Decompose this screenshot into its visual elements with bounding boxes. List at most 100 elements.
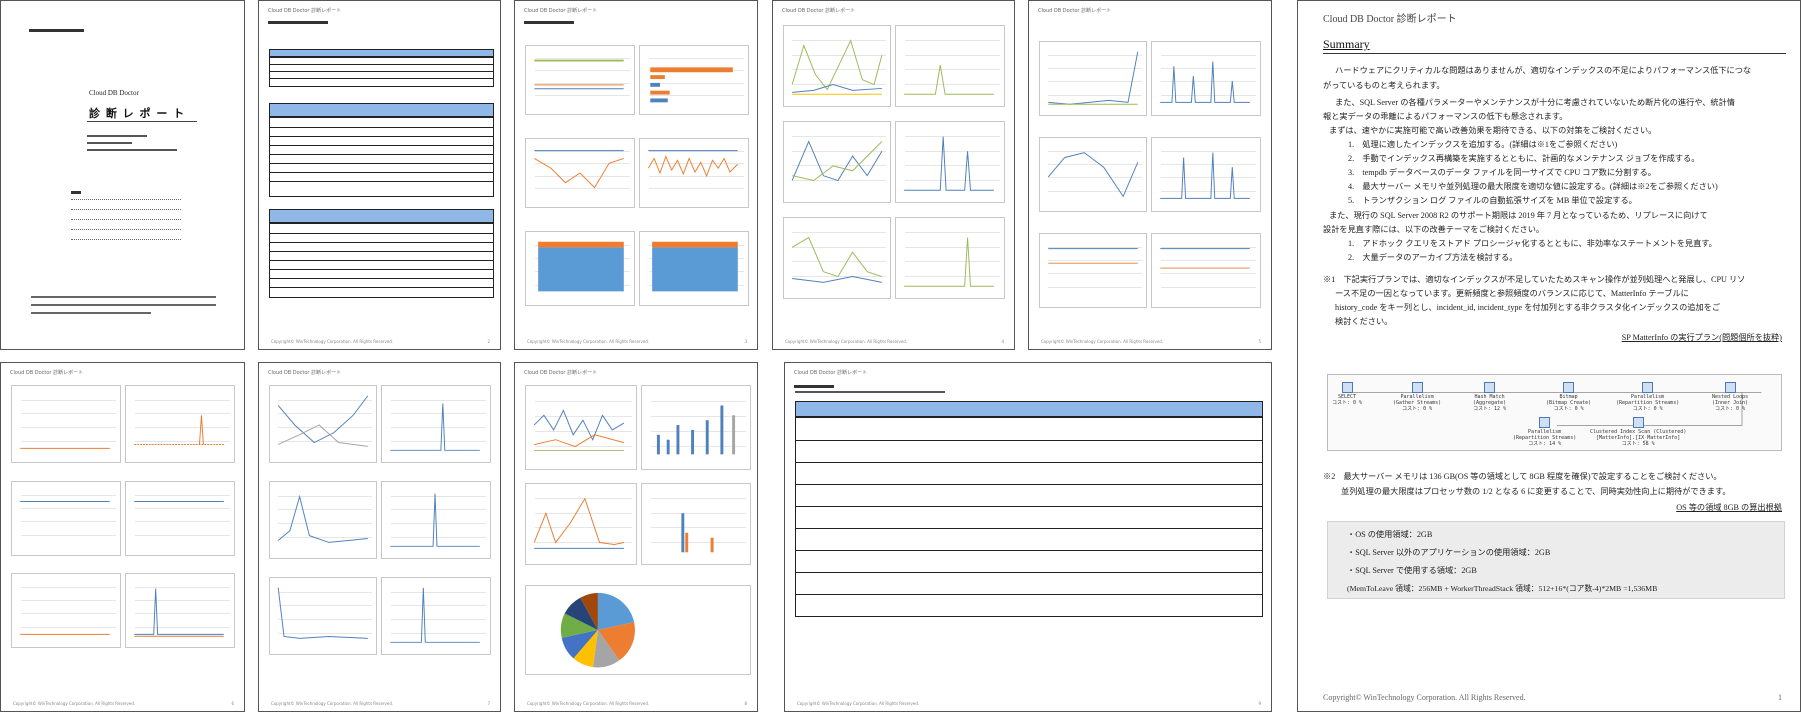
gridline	[1048, 151, 1142, 153]
mini-chart	[525, 385, 637, 470]
gridline	[650, 445, 746, 447]
gridline	[534, 400, 632, 402]
thumbnail-page-9[interactable]: Cloud DB Doctor 診断レポート Copyright© WinTec…	[784, 362, 1272, 712]
gridline	[650, 415, 746, 417]
mini-chart	[1039, 41, 1147, 116]
thumbnail-page-8[interactable]: Cloud DB Doctor 診断レポート Copyright© WinTec…	[514, 362, 758, 712]
thumb-header: Cloud DB Doctor 診断レポート	[524, 8, 598, 14]
gridline	[278, 495, 372, 497]
gridline	[534, 82, 630, 84]
plan-node-detail: (Aggregate) コスト: 12 %	[1473, 400, 1507, 412]
mini-chart	[639, 138, 749, 208]
execution-plan: SELECT コスト: 0 % Parallelism (Gather Stream…	[1327, 374, 1782, 451]
gridline	[904, 165, 1000, 167]
paragraph-1-line-1: ハードウェアにクリティカルな問題はありませんが、適切なインデックスの不足によりパ…	[1335, 66, 1752, 75]
gridline	[1048, 286, 1142, 288]
gridline	[20, 427, 116, 429]
thumbnail-page-4[interactable]: Cloud DB Doctor 診断レポート Copyright© WinTec…	[772, 0, 1015, 350]
gridline	[792, 246, 886, 248]
gridline	[278, 591, 372, 593]
gridline	[278, 413, 372, 415]
action-item: 4. 最大サーバー メモリや並列処理の最大限度を適切な値に設定する。(詳細は※2…	[1348, 182, 1718, 191]
gridline	[1048, 190, 1142, 192]
thumb-header: Cloud DB Doctor 診断レポート	[524, 370, 598, 376]
gridline	[792, 136, 886, 138]
thumbnail-page-7[interactable]: Cloud DB Doctor 診断レポート Copyright© WinTec…	[258, 362, 501, 712]
thumb-footer: Copyright© WinTechnology Corporation. Al…	[271, 701, 394, 706]
gridline	[390, 413, 486, 415]
mini-chart	[525, 45, 635, 115]
gridline	[1160, 247, 1256, 249]
gridline	[390, 399, 486, 401]
action-item: 1. 処理に適したインデックスを追加する。(詳細は※1をご参照ください)	[1348, 140, 1618, 149]
paragraph-4-line-1: また、現行の SQL Server 2008 R2 のサポート期限は 2019 …	[1329, 211, 1708, 220]
gridline	[792, 54, 886, 56]
mini-chart	[1151, 41, 1261, 116]
plan-node: Hash Match (Aggregate) コスト: 12 %	[1473, 382, 1506, 412]
gridline	[1048, 55, 1142, 57]
gridline	[904, 246, 1000, 248]
thumbnail-page-5[interactable]: Cloud DB Doctor 診断レポート Copyright© WinTec…	[1028, 0, 1272, 350]
note-1-line-3: history_code をキー列とし、incident_id, inciden…	[1335, 303, 1721, 312]
thumbnail-page-3[interactable]: Cloud DB Doctor 診断レポート Copyright© WinTec…	[514, 0, 758, 350]
mini-chart	[269, 577, 377, 655]
paragraph-3: まずは、速やかに実施可能で高い改善効果を期待できる、以下の対策をご検討ください。	[1329, 126, 1657, 135]
mini-chart	[895, 121, 1005, 203]
gridline	[1160, 68, 1256, 70]
summary-heading: Summary	[1323, 37, 1370, 51]
gridline	[648, 58, 744, 60]
gridline	[1048, 68, 1142, 70]
action-item: 5. トランザクション ログ ファイルの自動拡張サイズを MB 単位で設定する。	[1348, 196, 1637, 205]
thumb-page-number: 6	[231, 701, 234, 706]
mini-chart	[783, 121, 891, 203]
os-item: (MemToLeave 領域：256MB + WorkerThreadStack…	[1347, 584, 1658, 593]
gridline	[534, 151, 630, 153]
plan-node-name: Parallelism	[1528, 429, 1562, 435]
gridline	[904, 136, 1000, 138]
gridline	[134, 427, 230, 429]
mini-chart	[525, 231, 635, 306]
thumb-footer: Copyright© WinTechnology Corporation. Al…	[797, 701, 920, 706]
gridline	[792, 261, 886, 263]
plan-node-detail: (Repartition Streams) コスト: 0 %	[1616, 400, 1680, 412]
gridline	[904, 150, 1000, 152]
mini-chart	[381, 577, 491, 655]
thumb-header: Cloud DB Doctor 診断レポート	[1038, 8, 1112, 14]
bitmap-icon	[1563, 382, 1575, 393]
gridline	[1160, 94, 1256, 96]
note-2-line-2: 並列処理の最大限度はプロセッサ数の 1/2 となる 6 に変更することで、同時実…	[1341, 487, 1731, 496]
plan-node: SELECT コスト: 0 %	[1332, 382, 1362, 406]
parallelism-icon	[1411, 382, 1423, 393]
gridline	[648, 151, 744, 153]
os-item: ・SQL Server で使用する領域：2GB	[1347, 566, 1477, 575]
thumbnail-page-2[interactable]: Cloud DB Doctor 診断レポート Copyright© WinTec…	[258, 0, 501, 350]
gridline	[904, 261, 1000, 263]
thumb-footer: Copyright© WinTechnology Corporation. Al…	[527, 701, 650, 706]
gridline	[534, 445, 632, 447]
mini-chart	[525, 138, 635, 208]
gridline	[648, 163, 744, 165]
gridline	[20, 613, 116, 615]
gridline	[278, 605, 372, 607]
gridline	[1160, 55, 1256, 57]
gridline	[20, 413, 116, 415]
gridline	[1160, 164, 1256, 166]
mini-chart	[269, 481, 377, 559]
paragraph-4-line-2: 設計を見直す際には、以下の改善テーマをご検討ください。	[1323, 225, 1545, 234]
thumb-header: Cloud DB Doctor 診断レポート	[782, 8, 856, 14]
gridline	[390, 495, 486, 497]
gridline	[792, 40, 886, 42]
gridline	[534, 187, 630, 189]
gridline	[792, 165, 886, 167]
gridline	[134, 399, 230, 401]
gridline	[278, 632, 372, 634]
gridline	[390, 427, 486, 429]
thumb-footer: Copyright© WinTechnology Corporation. Al…	[1041, 339, 1164, 344]
mini-chart	[1151, 137, 1261, 212]
action-item: 3. tempdb データベースのデータ ファイルを同一サイズで CPU コア数…	[1348, 168, 1656, 177]
thumbnail-cover[interactable]: Cloud DB Doctor 診 断 レ ポ ー ト	[0, 0, 245, 350]
gridline	[534, 498, 632, 500]
gridline	[278, 536, 372, 538]
gridline	[650, 527, 746, 529]
thumbnail-page-6[interactable]: Cloud DB Doctor 診断レポート Copyright© WinTec…	[0, 362, 245, 712]
